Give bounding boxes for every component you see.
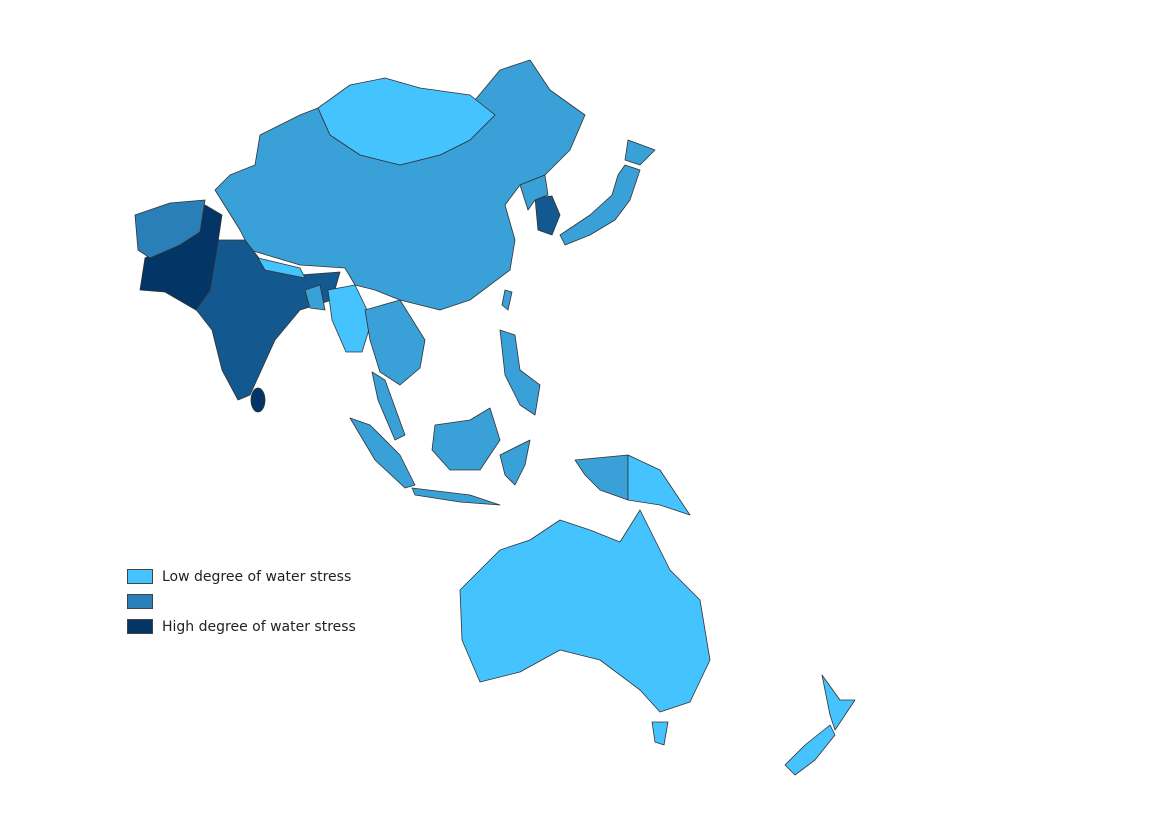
country-nepal bbox=[257, 257, 306, 279]
island-new-guinea-west bbox=[574, 454, 629, 501]
country-malay-peninsula bbox=[371, 371, 406, 441]
legend-item-mid bbox=[127, 589, 356, 614]
country-australia bbox=[459, 509, 711, 713]
country-bangladesh bbox=[304, 284, 326, 311]
country-sri-lanka bbox=[250, 387, 266, 413]
country-philippines bbox=[499, 329, 541, 416]
island-sumatra bbox=[349, 417, 416, 489]
country-myanmar bbox=[327, 284, 373, 353]
country-indochina bbox=[364, 299, 426, 386]
legend-item-low: Low degree of water stress bbox=[127, 564, 356, 589]
country-taiwan bbox=[501, 289, 513, 311]
country-papua-new-guinea bbox=[627, 454, 691, 516]
country-new-zealand-south bbox=[784, 724, 836, 776]
legend-swatch-high bbox=[127, 619, 153, 634]
legend-label-high: High degree of water stress bbox=[162, 618, 356, 635]
legend-item-high: High degree of water stress bbox=[127, 614, 356, 639]
island-sulawesi bbox=[499, 439, 531, 486]
country-japan-hokkaido bbox=[624, 139, 656, 166]
country-mongolia bbox=[317, 77, 496, 166]
country-korea-north bbox=[519, 174, 549, 211]
map-legend: Low degree of water stress High degree o… bbox=[127, 564, 356, 639]
country-japan bbox=[559, 164, 641, 246]
island-tasmania bbox=[651, 721, 669, 746]
legend-label-low: Low degree of water stress bbox=[162, 568, 352, 585]
island-borneo bbox=[431, 407, 501, 471]
island-java bbox=[411, 487, 501, 506]
legend-swatch-low bbox=[127, 569, 153, 584]
country-new-zealand-north bbox=[821, 674, 856, 731]
legend-swatch-mid bbox=[127, 594, 153, 609]
country-afghanistan bbox=[134, 199, 206, 259]
country-korea-south bbox=[534, 195, 561, 236]
